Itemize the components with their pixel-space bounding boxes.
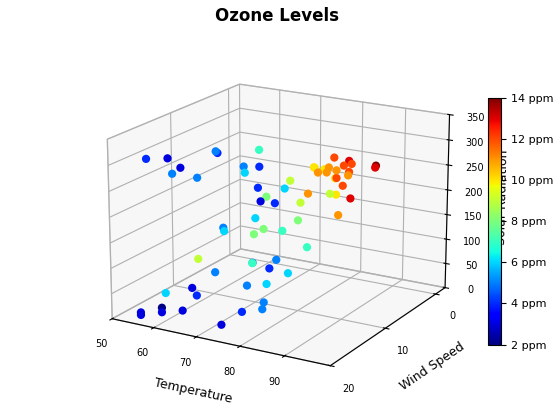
Title: Ozone Levels: Ozone Levels xyxy=(215,7,339,25)
Y-axis label: Wind Speed: Wind Speed xyxy=(398,340,466,393)
X-axis label: Temperature: Temperature xyxy=(153,376,233,406)
